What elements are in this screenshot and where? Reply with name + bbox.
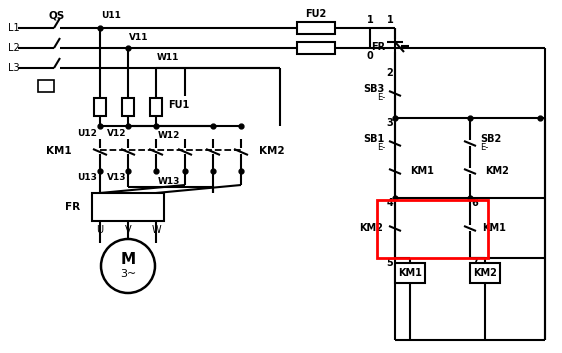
Bar (94, 98, 106, 116)
Text: FR: FR (371, 42, 385, 52)
Text: W: W (151, 225, 161, 235)
Text: KM2: KM2 (259, 146, 284, 156)
Text: 1: 1 (387, 15, 393, 25)
Text: KM1: KM1 (398, 268, 422, 278)
Text: 1: 1 (366, 15, 373, 25)
Text: L2: L2 (8, 43, 20, 53)
Text: SB2: SB2 (480, 134, 501, 144)
Text: FU1: FU1 (168, 100, 189, 110)
Bar (395, 263, 425, 283)
Bar (470, 263, 500, 283)
Bar (377, 200, 488, 258)
Text: M: M (120, 252, 135, 268)
Text: 2: 2 (387, 68, 393, 78)
Text: U13: U13 (77, 174, 97, 183)
Text: 3~: 3~ (120, 269, 136, 279)
Text: E-: E- (377, 94, 385, 102)
Text: V13: V13 (107, 174, 126, 183)
Text: KM1: KM1 (410, 166, 434, 176)
Text: KM2: KM2 (359, 223, 383, 233)
Text: 6: 6 (472, 198, 478, 208)
Text: 3: 3 (387, 118, 393, 128)
Text: KM2: KM2 (485, 166, 509, 176)
Bar (297, 22, 335, 34)
Text: 5: 5 (387, 258, 393, 268)
Bar (297, 42, 335, 54)
Text: L1: L1 (8, 23, 20, 33)
Text: L3: L3 (8, 63, 20, 73)
Text: SB1: SB1 (364, 134, 385, 144)
Text: 0: 0 (366, 51, 373, 61)
Text: QS: QS (49, 11, 65, 21)
Text: V12: V12 (107, 128, 126, 138)
Text: W11: W11 (157, 53, 179, 61)
Text: U12: U12 (77, 128, 97, 138)
Text: SB3: SB3 (364, 84, 385, 94)
Bar (38, 80, 54, 92)
Bar (150, 98, 162, 116)
Text: V11: V11 (129, 32, 148, 42)
Text: E-: E- (480, 144, 488, 152)
Text: V: V (125, 225, 132, 235)
Text: KM1: KM1 (482, 223, 506, 233)
Text: FU2: FU2 (305, 9, 327, 19)
Text: 7: 7 (472, 258, 478, 268)
Text: U: U (97, 225, 103, 235)
Bar (122, 98, 134, 116)
Text: KM1: KM1 (47, 146, 72, 156)
Bar (92, 193, 164, 221)
Text: W12: W12 (158, 132, 180, 140)
Text: 4: 4 (387, 198, 393, 208)
Text: U11: U11 (101, 12, 121, 20)
Text: FR: FR (65, 202, 80, 212)
Text: E-: E- (377, 144, 385, 152)
Text: KM2: KM2 (473, 268, 497, 278)
Text: W13: W13 (158, 176, 180, 185)
